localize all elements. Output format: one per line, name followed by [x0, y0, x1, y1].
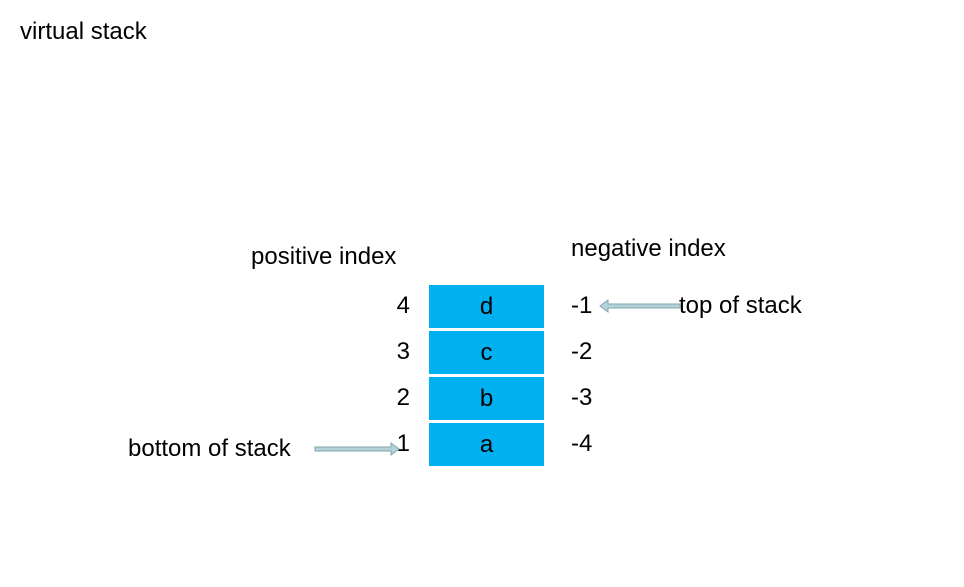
top-arrow-icon	[599, 299, 681, 313]
negative-index-4: -4	[571, 430, 593, 457]
positive-index-4: 4	[396, 292, 410, 319]
positive-index-2: 2	[396, 384, 410, 411]
positive-index-1: 1	[396, 430, 410, 457]
top-of-stack-label: top of stack	[679, 292, 802, 319]
bottom-of-stack-label: bottom of stack	[128, 435, 291, 462]
bottom-arrow-icon	[314, 442, 400, 456]
stack: d c b a	[429, 285, 544, 466]
positive-index-header: positive index	[251, 243, 397, 270]
diagram-title: virtual stack	[20, 18, 147, 45]
negative-index-3: -3	[571, 384, 593, 411]
stack-cell-b: b	[429, 377, 544, 420]
stack-cell-d: d	[429, 285, 544, 328]
negative-index-header: negative index	[571, 235, 726, 262]
negative-index-1: -1	[571, 292, 593, 319]
positive-index-3: 3	[396, 338, 410, 365]
stack-cell-a: a	[429, 423, 544, 466]
negative-index-2: -2	[571, 338, 593, 365]
stack-cell-c: c	[429, 331, 544, 374]
